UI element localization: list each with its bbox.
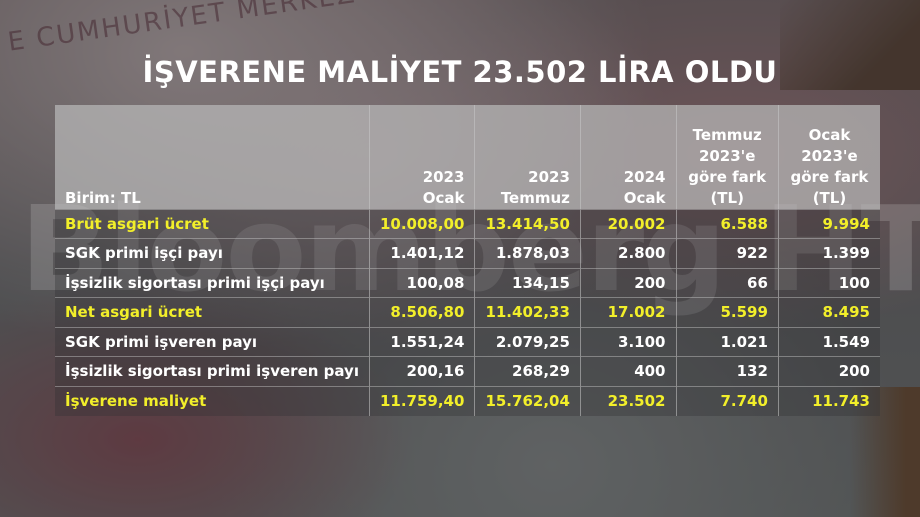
table-row: Net asgari ücret 8.506,80 11.402,33 17.002 5… bbox=[55, 297, 880, 327]
cell-value: 1.551,24 bbox=[368, 326, 476, 357]
cell-value: 400 bbox=[579, 356, 677, 386]
cell-value: 200 bbox=[777, 356, 880, 386]
header-2023-ocak: 2023 Ocak bbox=[368, 105, 476, 209]
cell-value: 922 bbox=[675, 238, 779, 268]
cell-value: 11.743 bbox=[777, 385, 880, 416]
table-row: SGK primi işçi payı 1.401,12 1.878,03 2.800… bbox=[55, 238, 880, 268]
header-line: (TL) bbox=[710, 188, 744, 207]
cell-value: 8.506,80 bbox=[368, 297, 476, 327]
page-title: İŞVERENE MALİYET 23.502 LİRA OLDU bbox=[142, 55, 778, 89]
row-label: İşsizlik sigortası primi işçi payı bbox=[55, 267, 370, 298]
row-label: SGK primi işveren payı bbox=[55, 326, 370, 357]
cell-value: 7.740 bbox=[675, 385, 779, 416]
cell-value: 11.759,40 bbox=[368, 385, 476, 416]
header-line: 2024 bbox=[623, 167, 666, 186]
header-line: 2023 bbox=[528, 167, 570, 186]
cell-value: 5.599 bbox=[675, 297, 779, 327]
row-label: SGK primi işçi payı bbox=[55, 238, 370, 268]
cell-value: 200 bbox=[579, 267, 677, 298]
header-line: Ocak bbox=[422, 188, 465, 207]
table-row: SGK primi işveren payı 1.551,24 2.079,25 3.… bbox=[55, 326, 880, 357]
cell-value: 1.401,12 bbox=[368, 238, 476, 268]
cell-value: 132 bbox=[675, 356, 779, 386]
table-header: Birim: TL 2023 Ocak 2023 Temmuz 2024 Ocak Temmu… bbox=[55, 105, 880, 209]
header-line: Ocak bbox=[623, 188, 666, 207]
cell-value: 8.495 bbox=[777, 297, 880, 327]
cell-value: 9.994 bbox=[777, 208, 880, 239]
header-2023-temmuz: 2023 Temmuz bbox=[474, 105, 581, 209]
header-diff-ocak-2023: Ocak 2023'e göre fark (TL) bbox=[777, 105, 880, 209]
header-line: 2023'e bbox=[801, 146, 858, 165]
header-line: Temmuz bbox=[692, 125, 762, 144]
header-line: Temmuz bbox=[500, 188, 570, 207]
cell-value: 66 bbox=[675, 267, 779, 298]
header-line: Birim: TL bbox=[65, 188, 141, 207]
header-line: Ocak bbox=[808, 125, 851, 144]
header-row: Birim: TL 2023 Ocak 2023 Temmuz 2024 Ocak Temmu… bbox=[55, 105, 880, 209]
cell-value: 1.878,03 bbox=[474, 238, 581, 268]
row-label: Net asgari ücret bbox=[55, 297, 370, 327]
cell-value: 3.100 bbox=[579, 326, 677, 357]
cell-value: 200,16 bbox=[368, 356, 476, 386]
minimum-wage-table: Birim: TL 2023 Ocak 2023 Temmuz 2024 Ocak Temmu… bbox=[55, 105, 880, 416]
cell-value: 2.800 bbox=[579, 238, 677, 268]
cell-value: 1.021 bbox=[675, 326, 779, 357]
table-row: İşsizlik sigortası primi işçi payı 100,08… bbox=[55, 267, 880, 298]
table-row: Brüt asgari ücret 10.008,00 13.414,50 20.00… bbox=[55, 208, 880, 239]
cell-value: 100,08 bbox=[368, 267, 476, 298]
cell-value: 13.414,50 bbox=[474, 208, 581, 239]
cell-value: 10.008,00 bbox=[368, 208, 476, 239]
header-2024-ocak: 2024 Ocak bbox=[579, 105, 677, 209]
table-row: İşsizlik sigortası primi işveren payı 200… bbox=[55, 356, 880, 386]
header-line: göre fark bbox=[688, 167, 767, 186]
cell-value: 2.079,25 bbox=[474, 326, 581, 357]
cell-value: 134,15 bbox=[474, 267, 581, 298]
cell-value: 1.399 bbox=[777, 238, 880, 268]
cell-value: 268,29 bbox=[474, 356, 581, 386]
row-label: İşverene maliyet bbox=[55, 385, 370, 416]
header-line: 2023 bbox=[422, 167, 465, 186]
header-line: 2023'e bbox=[698, 146, 756, 165]
cell-value: 1.549 bbox=[777, 326, 880, 357]
row-label: İşsizlik sigortası primi işveren payı bbox=[55, 356, 370, 386]
cell-value: 15.762,04 bbox=[474, 385, 581, 416]
cell-value: 11.402,33 bbox=[474, 297, 581, 327]
header-line: (TL) bbox=[812, 188, 847, 207]
row-label: Brüt asgari ücret bbox=[55, 208, 370, 239]
header-diff-temmuz-2023: Temmuz 2023'e göre fark (TL) bbox=[675, 105, 779, 209]
cell-value: 6.588 bbox=[675, 208, 779, 239]
table-row: İşverene maliyet 11.759,40 15.762,04 23.502… bbox=[55, 385, 880, 416]
cell-value: 20.002 bbox=[579, 208, 677, 239]
header-line: göre fark bbox=[790, 167, 869, 186]
table-body: Brüt asgari ücret 10.008,00 13.414,50 20.00… bbox=[55, 208, 880, 416]
cell-value: 100 bbox=[777, 267, 880, 298]
cell-value: 17.002 bbox=[579, 297, 677, 327]
header-unit: Birim: TL bbox=[55, 105, 370, 209]
cell-value: 23.502 bbox=[579, 385, 677, 416]
background-corner bbox=[780, 0, 920, 90]
